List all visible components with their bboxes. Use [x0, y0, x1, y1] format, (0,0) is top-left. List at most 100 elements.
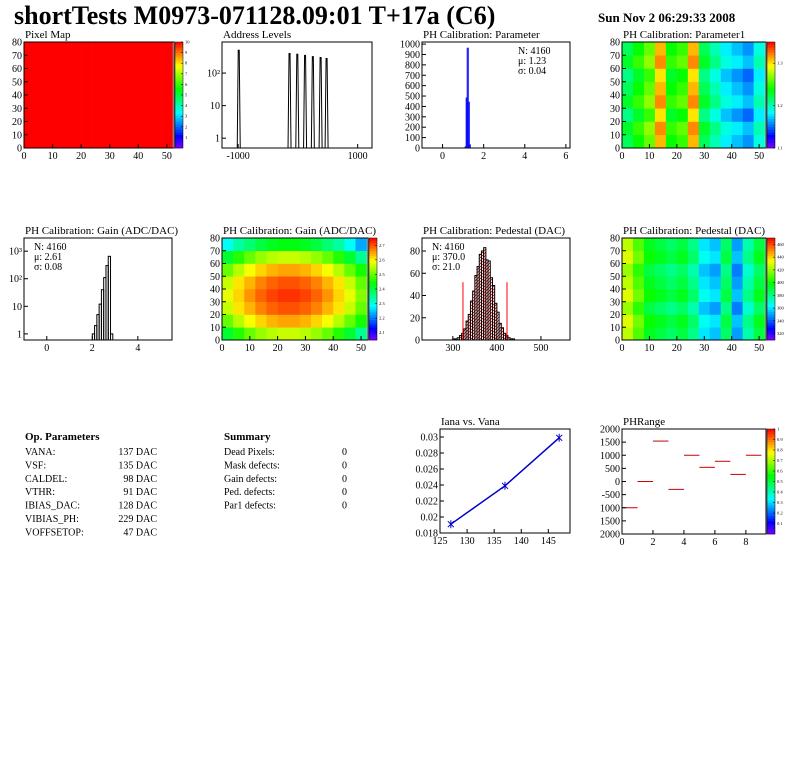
heatmap-cell	[676, 121, 689, 136]
colorbar-step	[369, 278, 377, 282]
heatmap-cell	[687, 121, 700, 136]
x-tick-label: 0	[44, 343, 49, 354]
colorbar-step	[175, 132, 183, 136]
colorbar-step	[767, 289, 775, 292]
colorbar-step	[767, 266, 775, 269]
colorbar-step	[369, 334, 377, 338]
heatmap-cell	[622, 250, 634, 264]
heatmap-cell	[742, 121, 754, 136]
heatmap-cell	[333, 238, 345, 252]
marker	[555, 433, 563, 442]
y-tick-label: 300	[405, 112, 420, 123]
colorbar-step	[767, 520, 775, 524]
heatmap-cell	[676, 238, 689, 252]
heatmap-cell	[654, 95, 667, 109]
heatmap-cell	[81, 55, 93, 69]
heatmap-cell	[35, 134, 48, 149]
x-tick-label: 4	[681, 537, 686, 548]
x-tick-label: 0	[620, 537, 625, 548]
heatmap-cell	[149, 121, 162, 136]
colorbar-step	[369, 268, 377, 272]
heatmap-cell	[698, 238, 711, 252]
heatmap-cell	[333, 289, 345, 303]
x-tick-label: 50	[356, 343, 366, 354]
heatmap-cell	[149, 134, 162, 149]
colorbar-step	[369, 283, 377, 287]
colorbar-step	[767, 499, 775, 503]
heatmap-cell	[643, 289, 656, 303]
x-tick-label: 2	[650, 537, 655, 548]
colorbar-step	[369, 266, 377, 269]
row-value: 98 DAC	[123, 474, 157, 485]
y-tick-label: 20	[610, 310, 620, 321]
heatmap-cell	[643, 81, 656, 96]
x-tick-label: 6	[563, 151, 568, 162]
colorbar-step	[767, 121, 775, 125]
row-value: 0	[342, 474, 347, 485]
heatmap-cell	[322, 263, 334, 277]
heatmap-cell	[622, 81, 634, 96]
heatmap-cell	[720, 289, 733, 303]
heatmap-cell	[92, 108, 105, 122]
z-tick-label: 0.1	[777, 521, 783, 526]
stats-text: σ: 21.0	[432, 262, 460, 273]
heatmap-cell	[126, 108, 139, 122]
heatmap-cell	[255, 327, 267, 341]
z-tick-label: 0.8	[777, 448, 783, 453]
z-tick-label: 340	[777, 318, 785, 323]
heatmap-cell	[698, 121, 711, 136]
heatmap-cell	[643, 263, 656, 277]
heatmap-cell	[709, 327, 722, 341]
colorbar-step	[767, 294, 775, 297]
heatmap-cell	[665, 263, 678, 277]
z-tick-label: 360	[777, 306, 785, 311]
colorbar-step	[767, 81, 775, 85]
heatmap-cell	[310, 289, 323, 303]
heatmap-cell	[698, 250, 711, 264]
colorbar-step	[767, 60, 775, 64]
row-label: CALDEL:	[25, 474, 67, 485]
colorbar-step	[767, 84, 775, 88]
colorbar-step	[767, 502, 775, 506]
panel-title: PH Calibration: Pedestal (DAC)	[423, 225, 565, 237]
heatmap-cell	[92, 81, 105, 96]
heatmap-cell	[687, 314, 700, 328]
colorbar-step	[175, 116, 183, 120]
heatmap-cell	[665, 301, 678, 315]
z-tick-label: 1.1	[777, 146, 783, 151]
z-tick-label: 440	[777, 255, 785, 260]
heatmap-cell	[632, 134, 645, 149]
panel-title: PH Calibration: Parameter	[423, 29, 540, 41]
heatmap-cell	[643, 276, 656, 290]
colorbar-step	[767, 434, 775, 438]
y-tick-label: 500	[405, 92, 420, 103]
heatmap-cell	[687, 42, 700, 56]
heatmap-cell	[698, 314, 711, 328]
heatmap-cell	[46, 95, 59, 109]
z-tick-label: 2.1	[379, 330, 385, 335]
heatmap-cell	[720, 81, 733, 96]
heatmap-cell	[288, 263, 301, 277]
heatmap-cell	[222, 238, 234, 252]
colorbar-step	[767, 273, 775, 277]
heatmap-cell	[687, 95, 700, 109]
heatmap-cell	[709, 276, 722, 290]
heatmap-cell	[35, 55, 48, 69]
colorbar-step	[767, 55, 775, 59]
heatmap-cell	[731, 42, 743, 56]
colorbar-step	[767, 334, 775, 338]
panel-title: Address Levels	[223, 29, 291, 41]
row-value: 137 DAC	[118, 447, 157, 458]
heatmap-cell	[104, 81, 116, 96]
heatmap-cell	[654, 121, 667, 136]
colorbar-step	[767, 478, 775, 482]
stats-text: σ: 0.08	[34, 262, 62, 273]
y-tick-label: 20	[410, 313, 420, 324]
colorbar-step	[767, 108, 775, 112]
colorbar-step	[767, 460, 775, 464]
heatmap-cell	[104, 95, 116, 109]
y-tick-label: 50	[210, 272, 220, 283]
heatmap-cell	[266, 301, 278, 315]
colorbar-step	[767, 145, 775, 149]
heatmap-cell	[46, 68, 59, 83]
